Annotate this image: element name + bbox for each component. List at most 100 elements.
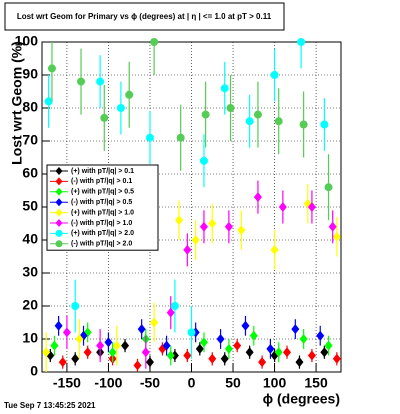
point [299, 334, 308, 344]
point [253, 110, 262, 119]
x-tick-label: -100 [94, 375, 122, 391]
title-box [4, 2, 285, 31]
point [170, 350, 179, 361]
point [224, 343, 233, 354]
point [195, 343, 204, 354]
plot-border [41, 41, 342, 373]
point [307, 350, 316, 361]
point [283, 347, 292, 358]
point [316, 330, 325, 341]
point [44, 97, 53, 106]
point [112, 340, 121, 351]
point [199, 221, 208, 232]
point [245, 117, 254, 126]
point [201, 110, 210, 119]
legend-label: (+) with pT/|q| > 0.5 [71, 189, 134, 196]
point [216, 334, 225, 344]
point [166, 350, 175, 361]
point [175, 215, 184, 226]
point [332, 231, 341, 242]
point [100, 113, 109, 122]
point [145, 357, 154, 368]
y-tick-label: 60 [22, 165, 38, 181]
point [270, 71, 279, 79]
point [224, 221, 233, 232]
point [241, 320, 250, 331]
point [249, 330, 258, 341]
point [295, 357, 304, 368]
point [162, 340, 171, 351]
point [116, 104, 125, 112]
point [291, 324, 300, 335]
point [220, 353, 229, 364]
point [320, 347, 329, 358]
y-tick-label: 70 [22, 132, 38, 148]
point [150, 317, 159, 328]
y-tick-label: 80 [22, 99, 38, 115]
x-tick-label: -50 [140, 375, 160, 391]
point [96, 77, 105, 86]
legend-marker [55, 198, 63, 207]
point [187, 328, 196, 337]
point [220, 84, 229, 93]
legend-marker [55, 208, 63, 217]
point [278, 202, 287, 212]
point [258, 357, 267, 368]
y-tick-label: 10 [22, 330, 38, 346]
x-tick-label: 150 [304, 375, 328, 391]
y-tick-label: 90 [22, 66, 38, 82]
legend-marker [55, 177, 63, 186]
point [266, 343, 275, 354]
point [42, 347, 51, 358]
footer: Tue Sep 7 13:45:25 2021 [4, 401, 96, 410]
x-axis-label: ϕ (degrees) [263, 391, 340, 407]
point [176, 133, 185, 142]
point [166, 307, 175, 318]
x-tick-label: 100 [263, 375, 287, 391]
point [274, 117, 283, 126]
legend-marker [55, 187, 63, 196]
point [58, 357, 67, 368]
point [133, 360, 142, 371]
point [297, 38, 306, 46]
legend-marker [55, 167, 63, 175]
point [332, 353, 341, 364]
legend-label: (+) with pT/|q| > 1.0 [71, 209, 134, 216]
point [50, 340, 59, 351]
y-tick-label: 100 [15, 33, 39, 49]
point [328, 221, 337, 232]
x-tick-label: 50 [225, 375, 241, 391]
point [108, 347, 117, 358]
point [299, 120, 308, 129]
point [233, 340, 242, 351]
point [121, 340, 130, 351]
point [54, 320, 63, 331]
point [125, 90, 134, 99]
point [145, 133, 154, 142]
point [183, 350, 192, 361]
legend-label: (-) with pT/|q| > 0.1 [71, 178, 132, 185]
point [183, 244, 192, 255]
point [199, 337, 208, 348]
y-axis-label: Lost wrt Geom (%) [9, 41, 25, 165]
point [253, 192, 262, 203]
point [274, 347, 283, 358]
y-tick-label: 50 [22, 198, 38, 214]
legend-marker [55, 229, 63, 237]
point [237, 225, 246, 236]
point [324, 340, 333, 351]
point [137, 324, 146, 335]
y-tick-label: 40 [22, 231, 38, 247]
point [62, 327, 71, 338]
point [208, 353, 217, 364]
y-tick-label: 0 [30, 363, 38, 379]
legend-label: (-) with pT/|q| > 0.5 [71, 199, 132, 206]
point [270, 244, 279, 255]
point [141, 347, 150, 358]
legend-label: (-) with pT/|q| > 1.0 [71, 220, 132, 227]
y-tick-label: 30 [22, 264, 38, 280]
x-tick-label: 0 [188, 375, 196, 391]
legend-box [46, 164, 159, 251]
